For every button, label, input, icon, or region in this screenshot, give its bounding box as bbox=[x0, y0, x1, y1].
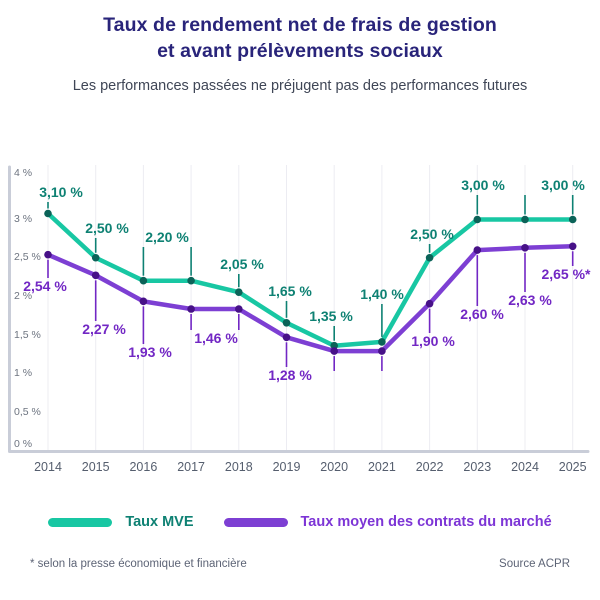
data-point-taux-mve-2015 bbox=[91, 253, 100, 262]
footnote: * selon la presse économique et financiè… bbox=[30, 558, 247, 570]
data-point-taux-mve-2022 bbox=[425, 253, 434, 262]
y-tick-label: 0 % bbox=[14, 438, 32, 450]
data-point-taux-mve-2020 bbox=[330, 341, 339, 350]
data-point-taux-mve-2025 bbox=[568, 215, 577, 224]
data-point-label-taux-moyen: 2,54 % bbox=[23, 278, 67, 294]
data-point-taux-moyen-2022 bbox=[425, 299, 434, 308]
data-point-label-taux-mve: 3,00 % bbox=[461, 177, 505, 193]
data-point-label-taux-mve: 1,65 % bbox=[268, 283, 312, 299]
page-title: Taux de rendement net de frais de gestio… bbox=[0, 12, 600, 64]
data-point-taux-mve-2017 bbox=[187, 276, 195, 285]
y-tick-label: 4 % bbox=[14, 167, 32, 179]
data-point-taux-moyen-2023 bbox=[473, 246, 482, 254]
data-point-label-taux-mve: 2,50 % bbox=[410, 226, 454, 242]
data-point-label-taux-mve: 2,20 % bbox=[145, 229, 189, 245]
legend-item-taux-mve: Taux MVE bbox=[48, 514, 194, 530]
series-taux-mve: 3,10 % 2,50 % 2,20 % 2,05 %1,65 % 1,35 % 1,40… bbox=[39, 177, 585, 350]
data-point-taux-moyen-2017 bbox=[187, 305, 195, 313]
data-point-label-taux-mve: 3,10 % bbox=[39, 184, 83, 200]
taux-mve-label: Taux MVE bbox=[125, 514, 194, 530]
data-point-label-taux-mve: 3,00 % bbox=[541, 177, 585, 193]
data-point-taux-moyen-2024 bbox=[521, 244, 529, 252]
data-point-label-taux-mve: 1,35 % bbox=[309, 308, 353, 324]
data-point-taux-mve-2016 bbox=[139, 276, 148, 285]
year-label: 2022 bbox=[416, 460, 444, 474]
data-point-label-taux-moyen: 2,65 %* bbox=[541, 266, 591, 282]
year-label: 2019 bbox=[273, 460, 301, 474]
data-point-label-taux-moyen: 2,27 % bbox=[82, 321, 126, 337]
data-point-taux-mve-2023 bbox=[473, 215, 482, 224]
data-point-taux-moyen-2021 bbox=[378, 347, 386, 355]
title-line-1: Taux de rendement net de frais de gestio… bbox=[103, 14, 497, 36]
y-tick-label: 0,5 % bbox=[14, 406, 41, 418]
data-point-taux-moyen-2015 bbox=[91, 271, 100, 280]
data-point-taux-moyen-2025 bbox=[568, 242, 577, 251]
year-label: 2015 bbox=[82, 460, 110, 474]
data-point-taux-moyen-2014 bbox=[44, 250, 52, 259]
data-point-label-taux-moyen: 1,28 % bbox=[268, 367, 312, 383]
data-point-label-taux-mve: 2,50 % bbox=[85, 220, 129, 236]
data-point-taux-mve-2014 bbox=[44, 209, 52, 218]
year-label: 2016 bbox=[129, 460, 157, 474]
year-label: 2023 bbox=[463, 460, 491, 474]
y-tick-label: 2 % bbox=[14, 290, 32, 302]
data-point-taux-mve-2019 bbox=[282, 318, 291, 327]
footer: * selon la presse économique et financiè… bbox=[0, 558, 600, 570]
y-tick-label: 2,5 % bbox=[14, 251, 41, 263]
year-label: 2014 bbox=[34, 460, 62, 474]
series-line-taux-moyen bbox=[45, 244, 575, 354]
legend-item-taux-moyen: Taux moyen des contrats du marché bbox=[223, 514, 552, 530]
y-axis-ticks: 4 % 3 % 2,5 % 2 % 1,5 % 1 % 0,5 % 0 % bbox=[14, 167, 41, 450]
y-tick-label: 1 % bbox=[14, 367, 32, 379]
taux-moyen-label: Taux moyen des contrats du marché bbox=[300, 514, 552, 530]
data-point-taux-mve-2021 bbox=[378, 338, 386, 346]
data-point-taux-moyen-2020 bbox=[330, 347, 339, 355]
series-line-taux-mve bbox=[45, 211, 575, 348]
year-label: 2021 bbox=[368, 460, 396, 474]
year-label: 2024 bbox=[511, 460, 539, 474]
chart-subtitle: Les performances passées ne préjugent pa… bbox=[72, 78, 528, 94]
data-point-taux-mve-2018 bbox=[235, 288, 243, 296]
data-point-taux-mve-2024 bbox=[521, 215, 529, 224]
year-label: 2020 bbox=[320, 460, 348, 474]
data-point-label-taux-moyen: 1,46 % bbox=[194, 330, 238, 346]
data-point-taux-moyen-2018 bbox=[235, 305, 243, 313]
year-label: 2025 bbox=[559, 460, 587, 474]
year-label: 2018 bbox=[225, 460, 253, 474]
source-credit: Source ACPR bbox=[499, 558, 570, 570]
title-line-2: et avant prélèvements sociaux bbox=[157, 40, 443, 62]
taux-mve-swatch bbox=[48, 517, 113, 527]
chart-legend: Taux MVE Taux moyen des contrats du marc… bbox=[0, 514, 600, 530]
x-axis-labels: 2014 2015 2016 2017 2018 2019 2020 2021 2022 2023… bbox=[34, 460, 587, 474]
data-point-label-taux-moyen: 1,90 % bbox=[411, 333, 455, 349]
data-point-label-taux-mve: 2,05 % bbox=[220, 256, 264, 272]
year-label: 2017 bbox=[177, 460, 205, 474]
y-tick-label: 3 % bbox=[14, 213, 32, 225]
series-taux-moyen: 2,54 % 2,27 %1,93 % 1,46 % 1,28 % 1,90 % 2,60… bbox=[23, 242, 591, 383]
taux-moyen-swatch bbox=[223, 517, 288, 527]
data-point-label-taux-mve: 1,40 % bbox=[360, 286, 404, 302]
y-tick-label: 1,5 % bbox=[14, 329, 41, 341]
data-point-label-taux-moyen: 1,93 % bbox=[128, 344, 172, 360]
axis-frame bbox=[8, 165, 590, 453]
data-point-label-taux-moyen: 2,60 % bbox=[460, 306, 504, 322]
data-point-taux-moyen-2019 bbox=[282, 333, 291, 342]
data-point-taux-moyen-2016 bbox=[139, 297, 148, 306]
data-point-label-taux-moyen: 2,63 % bbox=[508, 292, 552, 308]
